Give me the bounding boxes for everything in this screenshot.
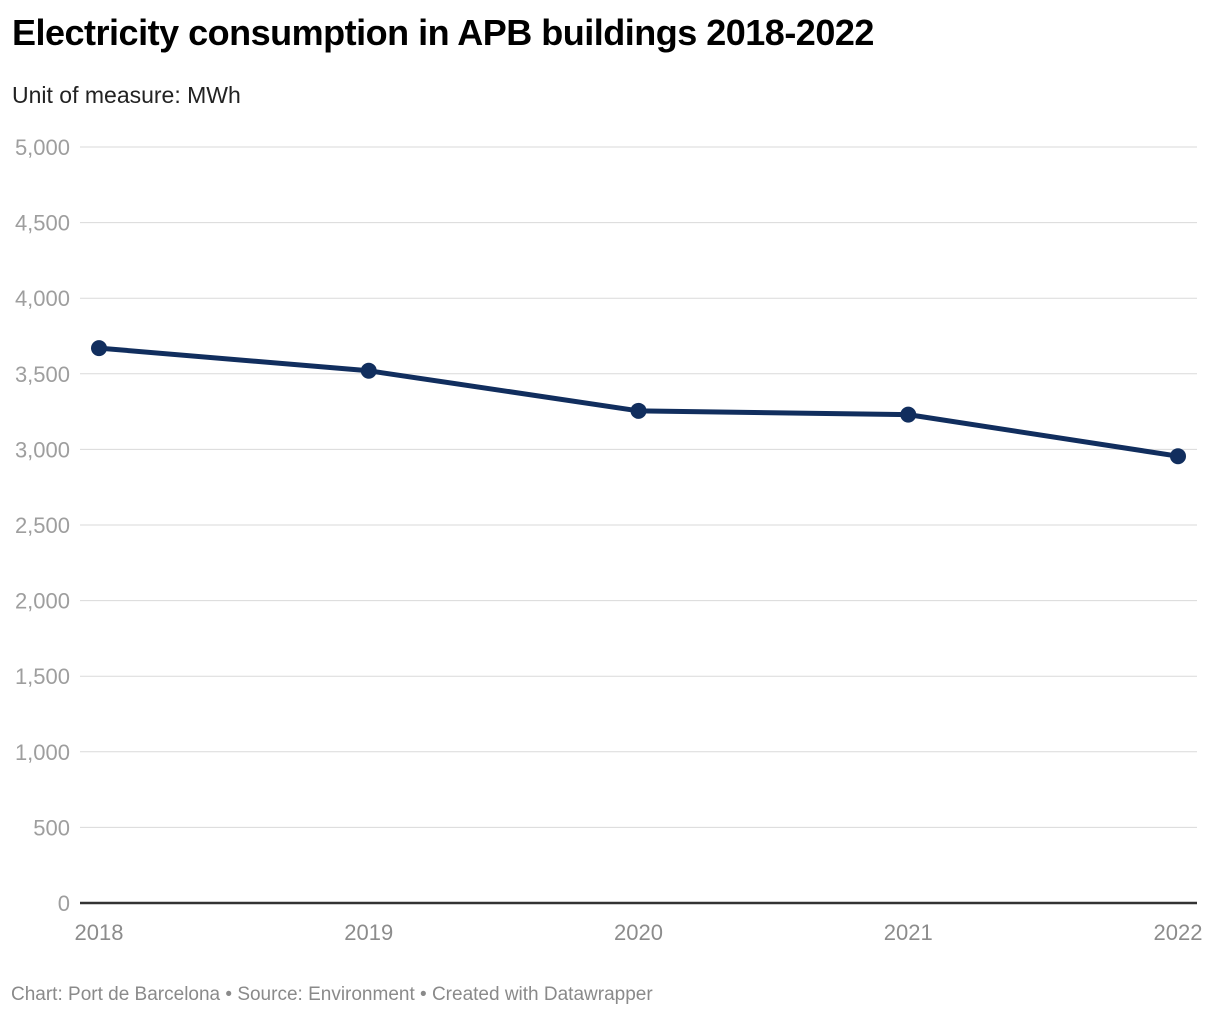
chart-footer: Chart: Port de Barcelona • Source: Envir…	[11, 984, 653, 1005]
x-tick-label: 2019	[344, 920, 393, 945]
y-tick-label: 3,000	[15, 437, 70, 462]
data-point	[91, 340, 107, 357]
data-point	[630, 402, 647, 419]
y-tick-label: 1,500	[15, 664, 70, 689]
x-tick-label: 2022	[1154, 920, 1203, 945]
x-axis-labels: 2018 2019 2020 2021 2022	[75, 920, 1203, 945]
y-tick-label: 1,000	[15, 740, 70, 765]
y-tick-label: 5,000	[15, 135, 70, 160]
y-tick-label: 2,500	[15, 513, 70, 538]
y-tick-label: 500	[33, 815, 70, 840]
gridlines	[80, 146, 1197, 905]
y-tick-label: 4,500	[15, 211, 70, 236]
x-tick-label: 2020	[614, 920, 663, 945]
data-point	[900, 406, 917, 423]
line-series	[91, 340, 1186, 465]
y-tick-label: 0	[58, 891, 70, 916]
x-tick-label: 2018	[75, 920, 124, 945]
y-axis-labels: 0 500 1,000 1,500 2,000 2,500 3,000 3,500 4,000 4…	[15, 135, 70, 916]
data-point	[1170, 448, 1186, 465]
y-tick-label: 2,000	[15, 589, 70, 614]
series-line	[96, 345, 1181, 459]
y-tick-label: 3,500	[15, 362, 70, 387]
data-point	[360, 362, 377, 379]
chart-title: Electricity consumption in APB buildings…	[12, 12, 874, 53]
chart-subtitle: Unit of measure: MWh	[12, 82, 241, 108]
y-tick-label: 4,000	[15, 286, 70, 311]
x-tick-label: 2021	[884, 920, 933, 945]
